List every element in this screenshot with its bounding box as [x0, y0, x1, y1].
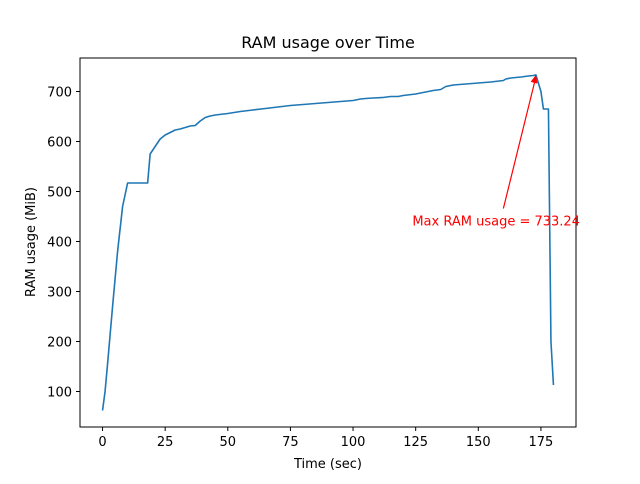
- annotation-arrowhead: [530, 74, 538, 84]
- x-tick-label: 25: [157, 435, 174, 450]
- annotation-label: Max RAM usage = 733.24: [412, 215, 580, 230]
- x-tick-label: 150: [466, 435, 491, 450]
- ram-usage-line: [101, 74, 555, 411]
- y-tick-label: 300: [47, 286, 72, 301]
- x-tick-label: 0: [98, 435, 106, 450]
- y-tick-label: 200: [47, 336, 72, 351]
- y-tick-label: 700: [47, 86, 72, 101]
- y-axis-label: RAM usage (MiB): [24, 187, 39, 297]
- x-tick-label: 125: [403, 435, 428, 450]
- y-tick-label: 100: [47, 386, 72, 401]
- x-axis-label: Time (sec): [293, 457, 362, 472]
- annotation-arrow: [502, 76, 537, 209]
- x-tick-label: 50: [220, 435, 237, 450]
- y-tick-label: 500: [47, 186, 72, 201]
- axes-frame: [79, 57, 577, 428]
- y-axis: 100 200 300 400 500 600 700: [47, 86, 80, 401]
- x-tick-label: 175: [529, 435, 554, 450]
- x-tick-label: 100: [341, 435, 366, 450]
- y-tick-label: 400: [47, 236, 72, 251]
- x-axis: 0 25 50 75 100 125 150 175: [98, 427, 553, 450]
- annotation: Max RAM usage = 733.24: [412, 74, 580, 230]
- y-tick-label: 600: [47, 136, 72, 151]
- chart-title: RAM usage over Time: [241, 33, 415, 52]
- x-tick-label: 75: [282, 435, 299, 450]
- plot-area: [101, 74, 555, 411]
